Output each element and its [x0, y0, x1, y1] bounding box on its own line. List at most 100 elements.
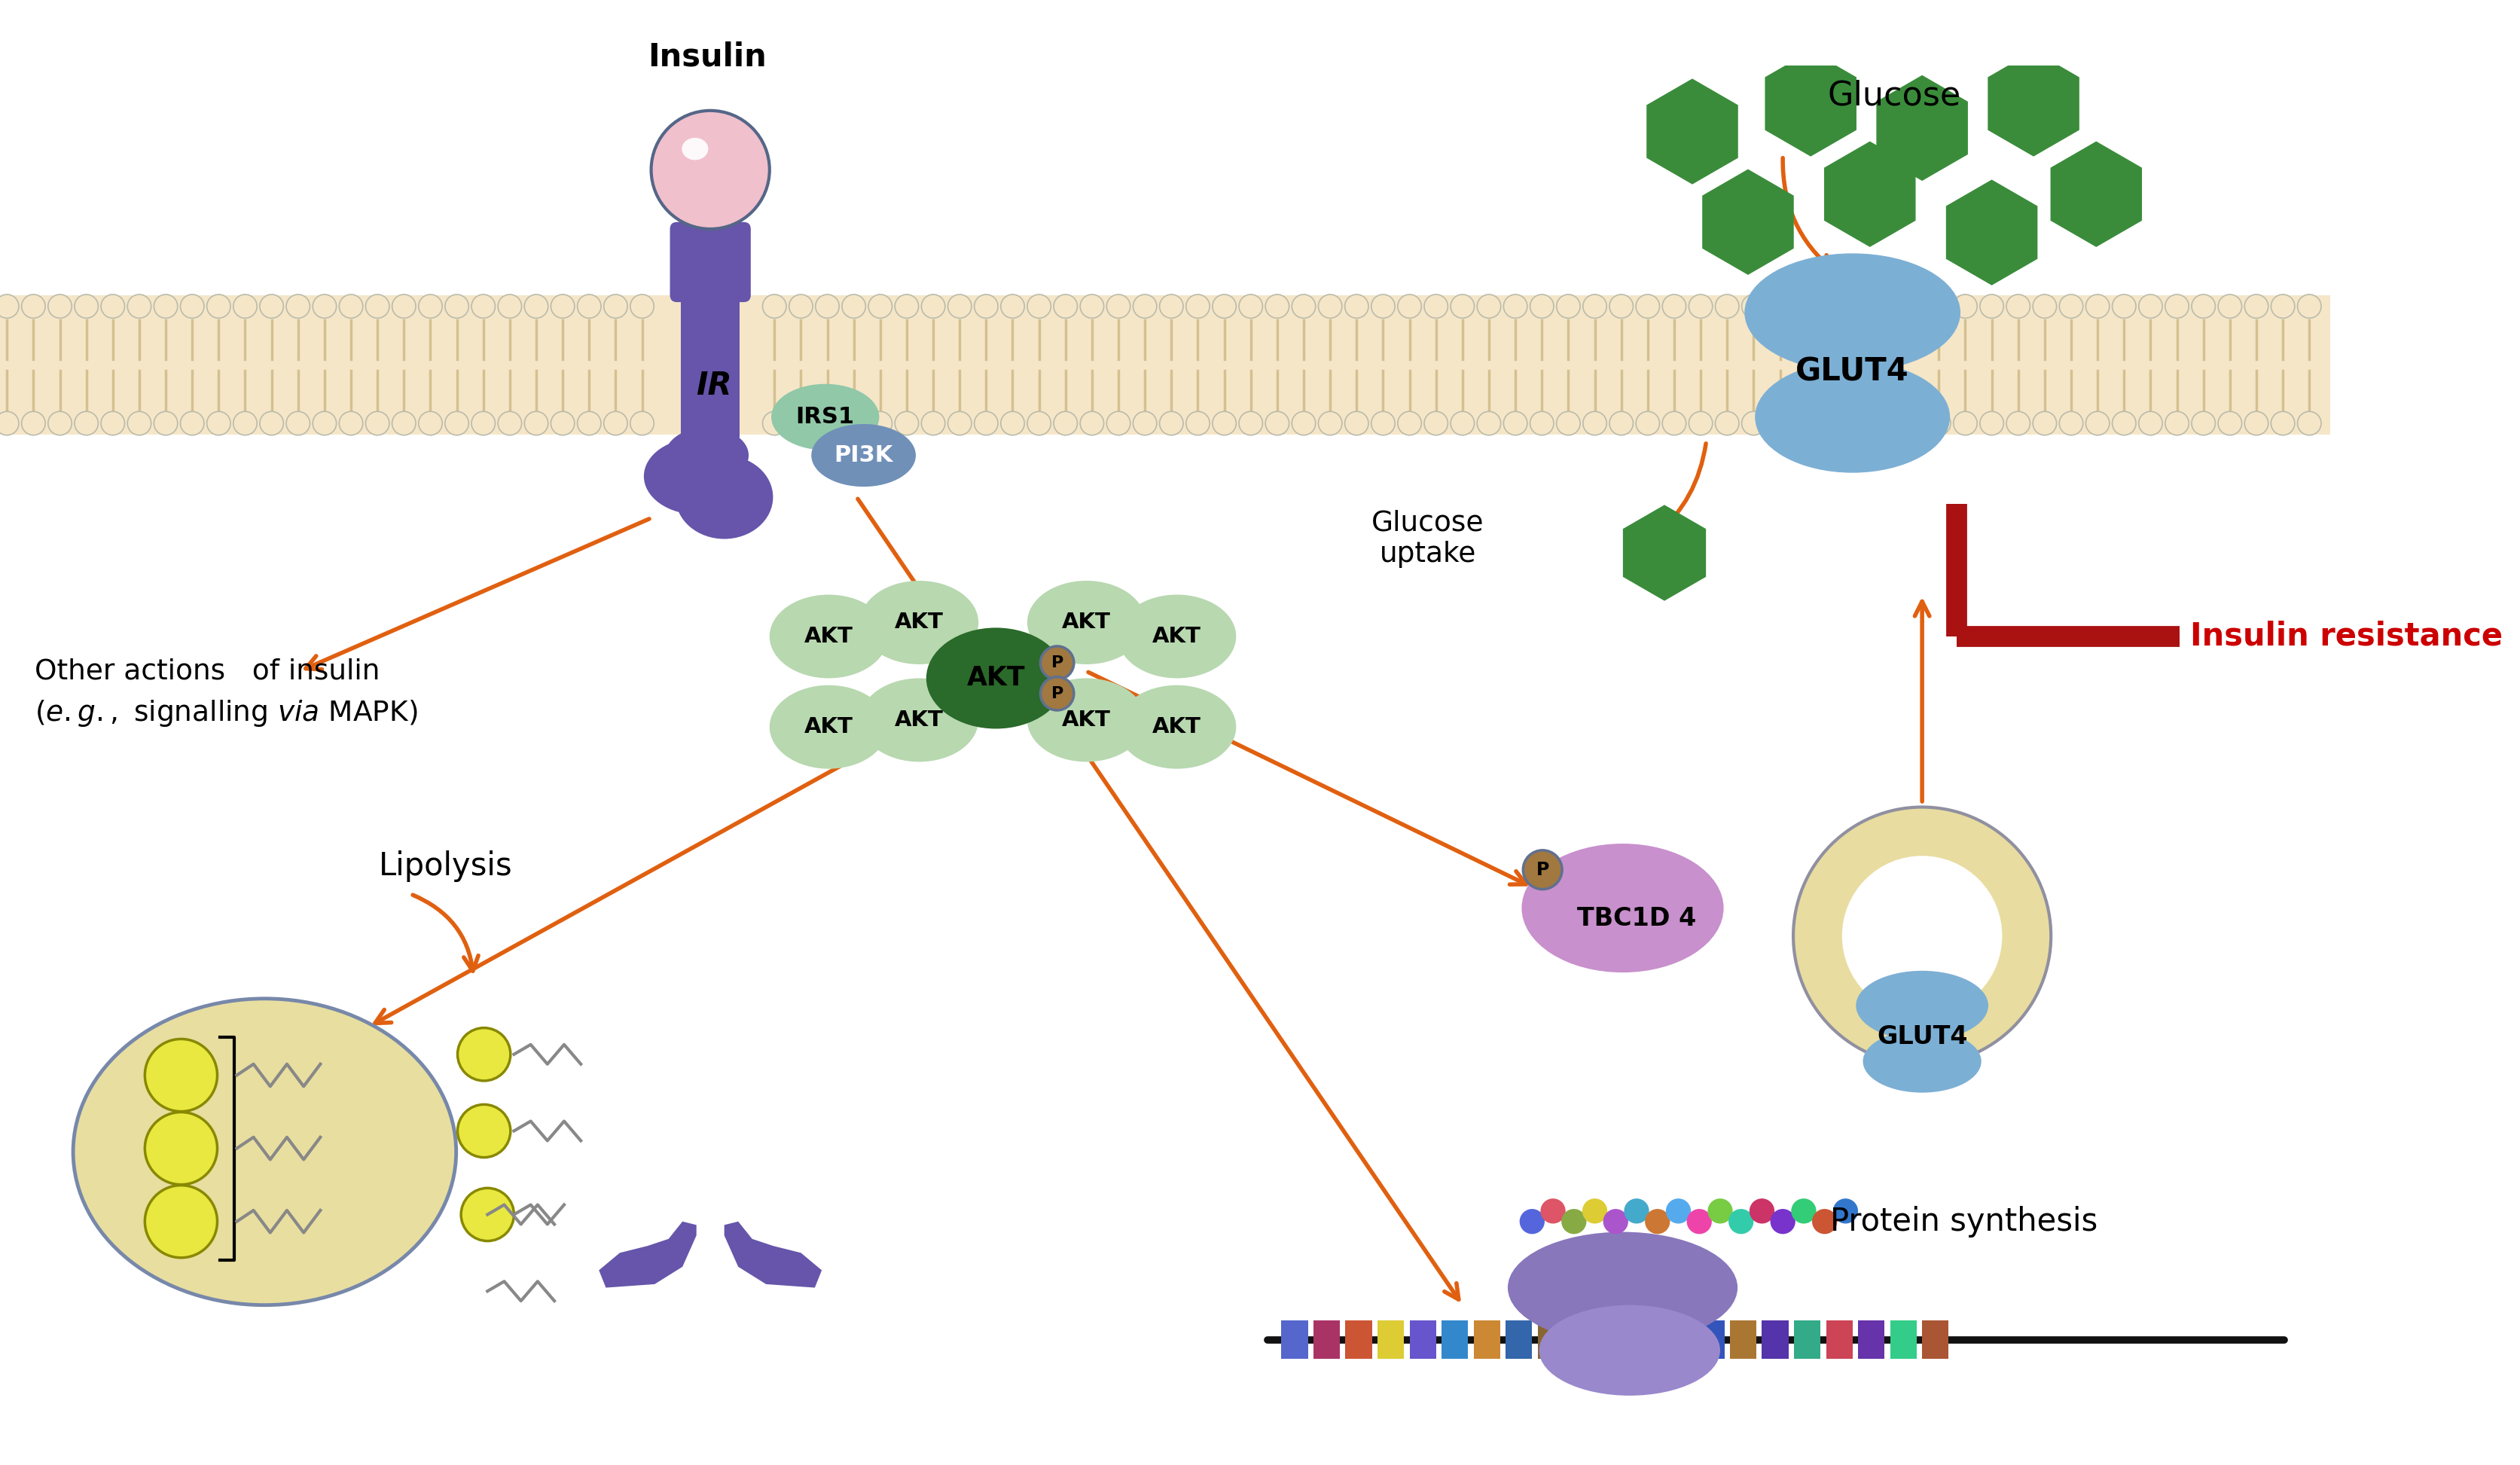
Circle shape [1081, 412, 1104, 435]
Ellipse shape [73, 999, 456, 1305]
Bar [1729, 1320, 1756, 1358]
Circle shape [1530, 294, 1555, 318]
Circle shape [1265, 294, 1290, 318]
Bar [1794, 1320, 1819, 1358]
Bar [1280, 1320, 1308, 1358]
Circle shape [393, 294, 416, 318]
Circle shape [499, 412, 522, 435]
Circle shape [1635, 412, 1661, 435]
Text: AKT: AKT [895, 709, 942, 731]
Circle shape [975, 294, 998, 318]
Circle shape [789, 412, 814, 435]
Circle shape [1530, 412, 1555, 435]
Circle shape [1769, 1209, 1794, 1234]
Ellipse shape [643, 438, 751, 514]
Circle shape [630, 412, 653, 435]
Circle shape [1686, 1209, 1711, 1234]
Ellipse shape [1744, 253, 1961, 372]
Circle shape [101, 412, 123, 435]
Circle shape [418, 412, 441, 435]
Polygon shape [1988, 51, 2079, 155]
Circle shape [1346, 294, 1368, 318]
Circle shape [340, 412, 363, 435]
Circle shape [499, 294, 522, 318]
Ellipse shape [769, 595, 887, 678]
Circle shape [1000, 294, 1026, 318]
Text: P: P [1537, 861, 1550, 879]
Circle shape [1504, 412, 1527, 435]
Circle shape [1346, 412, 1368, 435]
Text: IRS1: IRS1 [796, 406, 854, 428]
Circle shape [2218, 412, 2243, 435]
Circle shape [1981, 294, 2003, 318]
Circle shape [1424, 294, 1449, 318]
Circle shape [1716, 294, 1739, 318]
Circle shape [23, 294, 45, 318]
Ellipse shape [859, 580, 978, 664]
Circle shape [922, 412, 945, 435]
Ellipse shape [1855, 971, 1988, 1040]
Circle shape [144, 1185, 217, 1258]
Circle shape [2298, 412, 2321, 435]
Circle shape [1557, 294, 1580, 318]
Circle shape [650, 110, 769, 229]
Circle shape [234, 412, 257, 435]
Circle shape [1452, 412, 1474, 435]
Circle shape [144, 1112, 217, 1185]
Text: Insulin resistance: Insulin resistance [2190, 621, 2502, 652]
Text: P: P [1051, 655, 1063, 671]
Bar [1666, 1320, 1693, 1358]
Circle shape [2112, 294, 2137, 318]
Circle shape [1646, 1209, 1671, 1234]
Circle shape [1812, 1209, 1837, 1234]
Circle shape [1741, 294, 1767, 318]
Circle shape [365, 412, 388, 435]
Circle shape [181, 294, 204, 318]
Circle shape [1716, 412, 1739, 435]
Bar [1504, 1320, 1532, 1358]
Circle shape [1477, 294, 1502, 318]
Bar [1698, 1320, 1724, 1358]
Circle shape [816, 294, 839, 318]
Circle shape [1106, 412, 1131, 435]
Circle shape [1562, 1209, 1588, 1234]
Circle shape [76, 294, 98, 318]
Bar [1313, 1320, 1341, 1358]
Text: P: P [1051, 686, 1063, 702]
Circle shape [418, 294, 441, 318]
Text: GLUT4: GLUT4 [1797, 356, 1910, 388]
Circle shape [1424, 412, 1449, 435]
Circle shape [605, 412, 627, 435]
Polygon shape [1945, 180, 2036, 284]
Circle shape [181, 412, 204, 435]
Text: Other actions   of insulin: Other actions of insulin [35, 658, 381, 684]
Circle shape [1187, 412, 1210, 435]
Ellipse shape [665, 428, 748, 483]
Circle shape [1041, 677, 1074, 711]
Circle shape [0, 412, 18, 435]
Bar [1890, 1320, 1918, 1358]
Circle shape [2087, 294, 2109, 318]
Circle shape [1293, 412, 1315, 435]
Ellipse shape [1028, 580, 1147, 664]
Circle shape [144, 1039, 217, 1112]
Circle shape [1318, 294, 1343, 318]
Ellipse shape [1119, 686, 1237, 769]
Polygon shape [2051, 142, 2142, 246]
Circle shape [2059, 412, 2084, 435]
Circle shape [1557, 412, 1580, 435]
Circle shape [1371, 294, 1396, 318]
Polygon shape [600, 1222, 696, 1288]
Ellipse shape [683, 138, 708, 160]
Bar [680, 292, 738, 438]
Circle shape [312, 294, 335, 318]
Circle shape [1794, 807, 2051, 1065]
Bar [1537, 1320, 1565, 1358]
Circle shape [129, 412, 151, 435]
Polygon shape [1623, 505, 1706, 601]
FancyBboxPatch shape [670, 223, 751, 302]
Circle shape [207, 294, 229, 318]
Circle shape [1399, 412, 1421, 435]
Circle shape [948, 412, 973, 435]
Circle shape [260, 412, 282, 435]
